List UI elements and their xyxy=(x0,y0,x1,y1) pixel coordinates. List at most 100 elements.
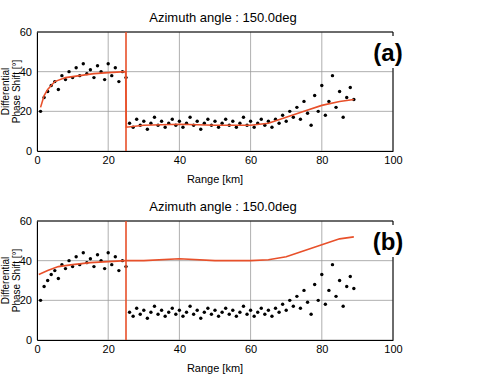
tick-label: 80 xyxy=(316,154,328,166)
point xyxy=(324,303,327,306)
point xyxy=(96,64,99,67)
point xyxy=(228,313,231,316)
line xyxy=(125,32,127,151)
title: Azimuth angle : 150.0deg xyxy=(149,199,296,214)
point xyxy=(188,305,191,308)
point xyxy=(39,110,42,113)
line xyxy=(125,221,127,340)
point xyxy=(171,307,174,310)
tick: 40 xyxy=(20,66,37,78)
tick-label: 60 xyxy=(20,26,32,38)
tick: 60 xyxy=(20,215,37,227)
point xyxy=(82,251,85,254)
point xyxy=(220,311,223,314)
point xyxy=(199,316,202,319)
point xyxy=(327,289,330,292)
point xyxy=(277,311,280,314)
point xyxy=(174,313,177,316)
point xyxy=(181,126,184,129)
point xyxy=(74,66,77,69)
point xyxy=(181,315,184,318)
grid-line xyxy=(37,221,38,340)
point xyxy=(302,100,305,103)
point xyxy=(306,112,309,115)
point xyxy=(199,127,202,130)
point xyxy=(103,78,106,81)
point xyxy=(320,84,323,87)
tick-label: 20 xyxy=(103,154,115,166)
point xyxy=(153,116,156,119)
tick: 20 xyxy=(20,105,37,117)
point xyxy=(320,273,323,276)
point xyxy=(74,255,77,258)
grid-line xyxy=(37,32,393,33)
tick-label: 0 xyxy=(34,343,40,355)
title: Azimuth angle : 150.0deg xyxy=(149,10,296,25)
grid-line xyxy=(37,111,393,112)
line xyxy=(39,237,354,275)
point xyxy=(285,120,288,123)
point xyxy=(206,118,209,121)
tick: 40 xyxy=(174,151,186,166)
point xyxy=(252,126,255,129)
tick: 0 xyxy=(34,340,40,355)
point xyxy=(260,118,263,121)
panel: 0 20 40 60 80 1000 20 40 60 xyxy=(20,26,403,166)
plot-area xyxy=(39,32,356,151)
tick: 80 xyxy=(316,151,328,166)
figure: 0 20 40 60 80 100 0 20 40 60 Azimuth angle : 150.0… xyxy=(0,0,482,383)
point xyxy=(203,311,206,314)
point xyxy=(67,259,70,262)
tick-label: 60 xyxy=(245,343,257,355)
point xyxy=(260,307,263,310)
axis-line xyxy=(38,151,394,152)
grid-line xyxy=(37,340,393,341)
point xyxy=(324,114,327,117)
grid-line xyxy=(179,221,180,340)
grid-line xyxy=(250,221,251,340)
point xyxy=(163,126,166,129)
x-axis: 0 20 40 60 80 100 xyxy=(34,151,402,166)
tick-label: 40 xyxy=(174,154,186,166)
point xyxy=(188,116,191,119)
tick-label: 0 xyxy=(34,154,40,166)
point xyxy=(57,277,60,280)
point xyxy=(263,313,266,316)
point xyxy=(341,116,344,119)
point xyxy=(167,311,170,314)
point xyxy=(39,299,42,302)
point xyxy=(302,289,305,292)
point xyxy=(135,118,138,121)
point xyxy=(306,301,309,304)
point xyxy=(309,313,312,316)
tick: 20 xyxy=(20,294,37,306)
point xyxy=(117,269,120,272)
point xyxy=(242,116,245,119)
point xyxy=(60,74,63,77)
point xyxy=(92,265,95,268)
point xyxy=(50,273,53,276)
tick: 80 xyxy=(316,340,328,355)
point xyxy=(131,315,134,318)
point xyxy=(135,307,138,310)
point xyxy=(345,96,348,99)
point xyxy=(295,106,298,109)
grid-line xyxy=(179,32,180,151)
point xyxy=(46,279,49,282)
tick-label: 100 xyxy=(384,154,402,166)
grid-line xyxy=(37,151,393,152)
point xyxy=(231,120,234,123)
point xyxy=(142,309,145,312)
tick: 20 xyxy=(103,151,115,166)
point xyxy=(128,122,131,125)
point xyxy=(327,100,330,103)
tick: 60 xyxy=(245,151,257,166)
y-axis-title: Phase Shift [°] xyxy=(11,249,22,313)
tick: 20 xyxy=(103,340,115,355)
point xyxy=(160,120,163,123)
point xyxy=(288,299,291,302)
point xyxy=(295,295,298,298)
annotation: (b) xyxy=(373,228,404,255)
point xyxy=(242,305,245,308)
point xyxy=(206,307,209,310)
